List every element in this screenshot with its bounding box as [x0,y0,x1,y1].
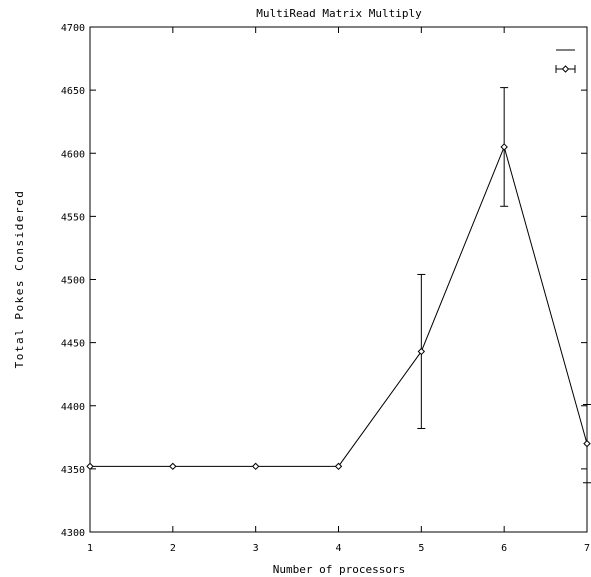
data-point-marker [169,462,177,471]
x-tick-label: 3 [253,543,259,554]
plot-frame [89,26,588,533]
data-point-marker [417,347,426,356]
data-point-marker [583,439,591,448]
y-axis-label: Total Pokes Considered [13,190,26,369]
x-tick-label: 7 [584,543,590,554]
x-tick-label: 2 [170,543,176,554]
legend-marker [561,65,570,73]
x-axis: 1 2 3 4 5 6 7 [87,27,590,554]
x-tick-label: 6 [501,543,507,554]
y-axis: 4300 4350 4400 4450 4500 4550 4600 4650 4700 [61,23,587,539]
x-axis-label: Number of processors [273,563,405,576]
y-tick-label: 4400 [61,402,85,413]
y-tick-label: 4450 [61,339,85,350]
y-tick-label: 4300 [61,528,85,539]
x-tick-label: 1 [87,543,93,554]
series-line [90,145,588,467]
x-tick-label: 5 [418,543,424,554]
data-point-marker [251,462,260,471]
y-tick-label: 4600 [61,149,85,160]
y-tick-label: 4500 [61,276,85,287]
legend [555,49,576,73]
y-tick-label: 4350 [61,465,85,476]
x-tick-label: 4 [335,543,341,554]
data-point-marker [500,143,508,151]
data-point-marker [86,462,94,471]
series-layer [86,87,591,484]
y-tick-label: 4650 [61,86,85,97]
y-tick-label: 4550 [61,212,85,223]
data-point-marker [334,462,343,471]
chart-title: MultiRead Matrix Multiply [256,7,422,20]
y-tick-label: 4700 [61,23,85,34]
